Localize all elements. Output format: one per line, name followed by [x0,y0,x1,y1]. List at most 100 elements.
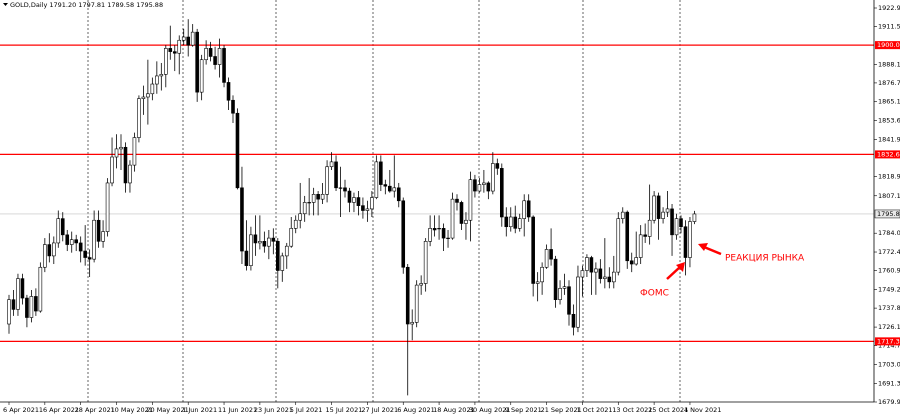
candle-body [56,218,61,244]
candle-body [177,39,182,54]
y-tick-label: 1737.80 [878,304,900,312]
candle-body [419,283,423,286]
candle-body [293,219,298,229]
candle-body [499,168,504,218]
candle-body [110,156,114,184]
candle-body [262,241,267,247]
candle-body [638,234,643,258]
level-price-box [875,41,900,50]
candle-body [87,257,92,260]
candle-body [7,299,11,325]
x-tick-label: 4 Nov 2021 [684,406,722,414]
candle-body [620,211,625,219]
chart-title: GOLD,Daily 1791.20 1797.81 1789.58 1795.… [10,1,163,9]
current-price-label: 1795.88 [877,210,900,218]
candle-body [580,270,585,278]
candle-body [11,299,16,310]
candle-body [38,266,43,312]
x-tick-label: 20 May 2021 [146,406,188,414]
candle-body [459,202,464,224]
candle-body [674,218,679,236]
y-tick-label: 1679.90 [878,398,900,406]
y-tick-label: 1784.00 [878,229,900,237]
candle-body [473,179,477,192]
candle-body [137,98,141,138]
candle-body [186,36,190,46]
candle-body [244,250,249,266]
candle-body [670,208,674,236]
candle-body [119,146,123,150]
candle-body [468,179,473,221]
candle-body [16,278,20,310]
candle-body [634,257,639,265]
candle-body [159,74,164,77]
candle-body [258,241,262,244]
candle-body [432,228,437,231]
y-tick-label: 1818.90 [878,173,900,181]
candle-body [43,244,47,268]
candle-body [338,187,343,189]
candle-body [267,237,271,247]
candle-body [311,193,316,203]
y-tick-label: 1749.20 [878,286,900,294]
candle-body [155,75,159,85]
candle-body [477,184,482,192]
candle-body [172,51,177,54]
candle-body [379,161,383,185]
candle-body [217,48,222,65]
x-tick-label: 10 May 2021 [111,406,153,414]
y-tick-label: 1922.90 [878,4,900,12]
candle-body [325,166,329,195]
level-price-label: 1717.30 [877,337,900,345]
candle-body [576,276,580,328]
candle-body [25,297,29,318]
level-price-label: 1832.60 [877,150,900,158]
candle-body [204,48,208,61]
candle-body [240,187,244,252]
candle-body [535,281,540,284]
y-tick-label: 1841.90 [878,135,900,143]
candle-body [491,163,495,192]
candle-body [652,195,656,221]
candle-body [320,193,325,200]
candle-body [504,216,509,228]
candle-body [558,288,562,300]
candle-body [280,255,285,271]
candle-body [190,31,195,46]
candle-body [92,219,96,260]
candle-body [495,163,500,169]
candle-body [329,161,334,168]
level-price-label: 1900.00 [877,41,900,49]
x-tick-label: 11 Jun 2021 [218,406,257,414]
candle-body [401,200,406,268]
x-tick-label: 5 Jul 2021 [290,406,323,414]
candle-body [298,213,303,221]
y-tick-label: 1865.10 [878,98,900,106]
candle-body [69,239,74,245]
candle-body [105,182,110,232]
candle-body [343,187,347,192]
candle-body [656,195,661,219]
x-tick-label: 18 Aug 2021 [433,406,475,414]
menu-triangle [3,3,8,6]
candle-body [60,218,65,236]
candle-body [20,278,25,299]
candle-body [647,219,652,237]
candle-body [316,193,320,200]
candle-body [47,244,52,257]
x-tick-label: 1 Jun 2021 [182,406,217,414]
candle-body [549,249,553,260]
x-tick-label: 28 Apr 2021 [75,406,115,414]
candle-body [284,245,289,257]
candle-body [65,234,70,245]
candle-body [199,59,204,93]
candle-body [679,218,683,228]
candle-body [334,161,338,189]
x-tick-label: 21 Sep 2021 [541,406,582,414]
arrow [666,262,685,280]
candle-body [437,228,441,230]
x-tick-label: 13 Oct 2021 [612,406,652,414]
candle-body [123,146,128,184]
candle-body [625,211,630,262]
